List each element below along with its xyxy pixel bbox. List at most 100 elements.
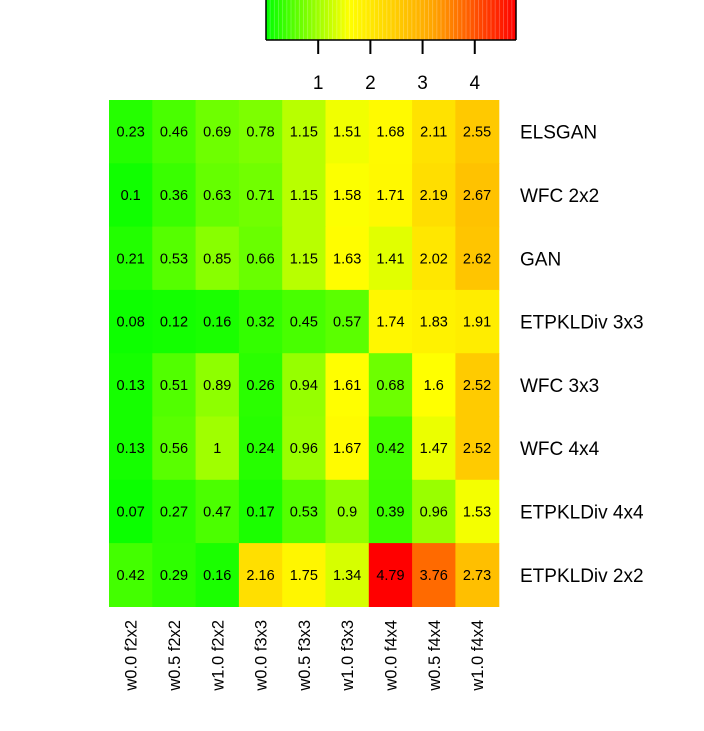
heatmap-cell	[325, 226, 370, 291]
heatmap-cell-value: 2.62	[463, 251, 491, 267]
heatmap-cell-value: 2.19	[420, 188, 448, 204]
heatmap-cell	[455, 479, 500, 544]
heatmap-cell-value: 0.12	[160, 315, 188, 331]
heatmap-cell	[152, 100, 197, 164]
heatmap-cell-value: 0.13	[117, 441, 145, 457]
heatmap-cell-value: 1.41	[376, 251, 404, 267]
heatmap-cell	[282, 163, 327, 228]
heatmap-cell-value: 0.46	[160, 125, 188, 141]
heatmap-cell	[195, 543, 240, 607]
heatmap-cell	[238, 416, 283, 481]
heatmap-cell	[152, 353, 197, 418]
heatmap-cell-value: 1	[213, 441, 221, 457]
heatmap-cell	[238, 226, 283, 291]
heatmap-cell-value: 1.51	[333, 125, 361, 141]
heatmap-cell-value: 2.52	[463, 378, 491, 394]
heatmap-cell	[238, 100, 283, 164]
heatmap-cell	[325, 479, 370, 544]
heatmap-cell-value: 0.36	[160, 188, 188, 204]
heatmap-cell-value: 0.16	[203, 315, 231, 331]
heatmap-column-label: w1.0 f4x4	[469, 620, 487, 692]
color-key-tick-label: 4	[469, 73, 480, 94]
heatmap-cell	[152, 479, 197, 544]
heatmap-cell	[282, 100, 327, 164]
heatmap-cell	[325, 353, 370, 418]
heatmap-cell	[238, 479, 283, 544]
heatmap-cell-value: 0.32	[246, 315, 274, 331]
heatmap-cell	[368, 543, 413, 607]
heatmap-cell	[455, 163, 500, 228]
heatmap-cell-value: 0.21	[117, 251, 145, 267]
heatmap-cell-value: 0.56	[160, 441, 188, 457]
heatmap-cell-value: 1.75	[290, 568, 318, 584]
heatmap-row-label: ETPKLDiv 3x3	[520, 313, 644, 334]
heatmap-cell-value: 0.9	[337, 504, 357, 520]
heatmap-cell	[325, 289, 370, 354]
heatmap-cell	[195, 479, 240, 544]
color-key-ticks: 1 2 3 4	[313, 40, 480, 94]
heatmap-cell	[109, 100, 153, 164]
heatmap-cell	[455, 416, 500, 481]
heatmap-cell-value: 1.67	[333, 441, 361, 457]
color-key-tick-label: 1	[313, 73, 324, 94]
heatmap-cell-value: 4.79	[376, 568, 404, 584]
heatmap-cell	[455, 226, 500, 291]
heatmap-cell	[325, 543, 370, 607]
heatmap-cell	[152, 543, 197, 607]
heatmap-cell-value: 0.39	[376, 504, 404, 520]
heatmap-cell-value: 0.24	[246, 441, 274, 457]
heatmap-cell	[109, 416, 153, 481]
heatmap-cell-value: 2.02	[420, 251, 448, 267]
heatmap-cell	[109, 226, 153, 291]
heatmap-cell	[412, 479, 456, 544]
heatmap-cell	[282, 289, 327, 354]
heatmap-cell	[368, 163, 413, 228]
heatmap-cell	[282, 353, 327, 418]
color-key-stripes	[265, 0, 517, 40]
heatmap-row-label: WFC 3x3	[520, 376, 599, 397]
heatmap-row-labels: ELSGAN WFC 2x2 GAN ETPKLDiv 3x3 WFC 3x3 WFC 4…	[520, 123, 644, 587]
color-key-tick-label: 3	[417, 73, 428, 94]
heatmap-cell	[195, 289, 240, 354]
heatmap-cell-value: 0.16	[203, 568, 231, 584]
heatmap-cell	[368, 353, 413, 418]
heatmap-cell	[195, 416, 240, 481]
heatmap-cell	[325, 100, 370, 164]
heatmap-row-label: WFC 2x2	[520, 186, 599, 207]
heatmap-cell	[412, 543, 456, 607]
heatmap-row-label: GAN	[520, 249, 561, 270]
heatmap-cell	[152, 226, 197, 291]
heatmap-cell-value: 1.91	[463, 315, 491, 331]
heatmap-cell	[152, 289, 197, 354]
heatmap-cell-value: 0.13	[117, 378, 145, 394]
heatmap-cell-value: 0.26	[246, 378, 274, 394]
heatmap-cell-value: 0.96	[290, 441, 318, 457]
heatmap-cell	[238, 163, 283, 228]
heatmap-cell	[325, 416, 370, 481]
heatmap-cell-value: 0.57	[333, 315, 361, 331]
heatmap-column-label: w0.5 f2x2	[166, 620, 184, 692]
heatmap-cell-value: 0.07	[117, 504, 145, 520]
heatmap-cell	[412, 163, 456, 228]
color-key-bar	[266, 0, 516, 40]
heatmap-cell-value: 0.08	[117, 315, 145, 331]
heatmap-cell-labels: 0.23 0.46 0.69 0.78 1.15 1.51 1.68 2.11 2.55 0.1 0…	[117, 125, 492, 584]
heatmap-cell-value: 1.53	[463, 504, 491, 520]
heatmap-cell-value: 0.53	[290, 504, 318, 520]
heatmap-cell	[412, 226, 456, 291]
heatmap-cell-value: 0.42	[376, 441, 404, 457]
heatmap-cell	[412, 416, 456, 481]
heatmap-cell-value: 0.47	[203, 504, 231, 520]
heatmap-cell-value: 0.68	[376, 378, 404, 394]
heatmap-row-label: ELSGAN	[520, 123, 597, 144]
heatmap-cell-value: 0.1	[121, 188, 141, 204]
color-key-tick-label: 2	[365, 73, 376, 94]
heatmap-cell	[238, 543, 283, 607]
heatmap-cell-value: 0.53	[160, 251, 188, 267]
heatmap-cell	[455, 543, 500, 607]
heatmap-cell-value: 1.6	[424, 378, 444, 394]
heatmap-cell	[195, 100, 240, 164]
heatmap-cell-value: 1.15	[290, 251, 318, 267]
heatmap-cell-value: 2.73	[463, 568, 491, 584]
